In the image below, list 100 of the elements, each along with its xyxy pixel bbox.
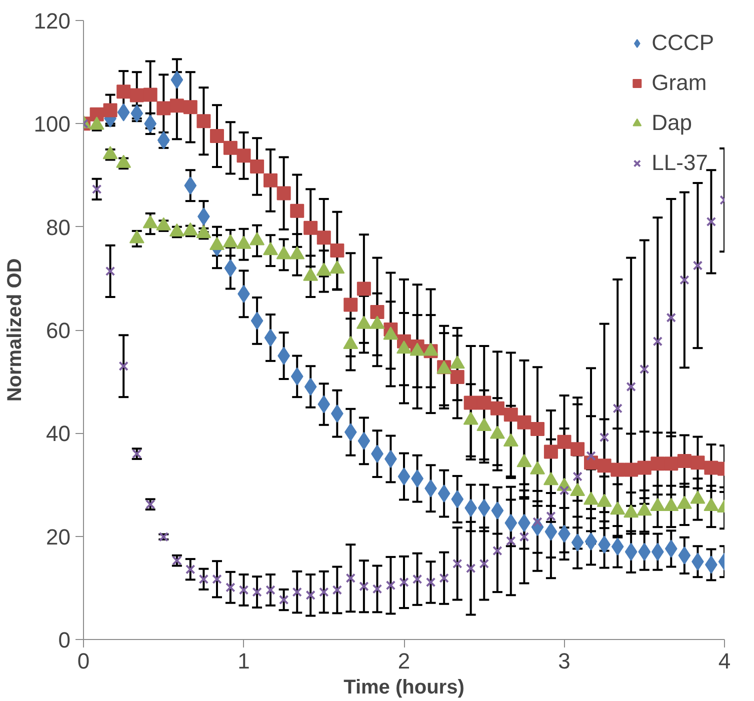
point	[252, 587, 262, 597]
point	[198, 574, 209, 584]
point	[372, 584, 382, 594]
point	[557, 434, 572, 449]
point	[318, 587, 329, 597]
point	[332, 585, 342, 595]
point	[250, 312, 264, 330]
y-tick-label: 20	[46, 524, 71, 550]
point	[103, 103, 118, 118]
y-tick-label: 60	[46, 318, 71, 343]
point	[438, 484, 450, 503]
point	[439, 573, 449, 584]
y-tick-label: 40	[46, 421, 71, 446]
point	[398, 467, 410, 486]
x-tick-label: 4	[718, 648, 731, 674]
point	[597, 458, 612, 473]
point	[304, 220, 318, 235]
point	[571, 534, 584, 552]
x-tick-label: 0	[77, 648, 90, 674]
point	[639, 364, 650, 374]
point	[544, 522, 558, 541]
point	[546, 511, 556, 522]
point	[479, 558, 490, 569]
point	[130, 88, 144, 102]
point	[290, 367, 304, 386]
point	[426, 577, 436, 588]
point	[356, 282, 371, 296]
point	[276, 186, 291, 200]
point	[624, 542, 638, 561]
point	[186, 564, 196, 574]
point	[506, 536, 516, 546]
point	[116, 84, 131, 99]
point	[370, 304, 384, 319]
point	[492, 546, 502, 556]
y-axis-title: Normalized OD	[4, 258, 26, 402]
point	[570, 442, 585, 456]
point	[624, 462, 638, 477]
point	[706, 216, 716, 227]
point	[170, 98, 184, 113]
y-tick-label: 0	[58, 628, 71, 652]
point	[344, 298, 358, 312]
point	[477, 396, 492, 410]
point	[517, 415, 532, 430]
point	[292, 587, 302, 597]
point	[304, 378, 317, 396]
point	[358, 432, 370, 450]
point	[238, 585, 249, 595]
point	[638, 542, 651, 561]
point	[637, 460, 652, 475]
point	[223, 140, 238, 155]
point	[544, 444, 558, 459]
point	[212, 574, 222, 584]
point	[316, 230, 331, 245]
point	[704, 460, 718, 475]
point	[196, 114, 211, 128]
point	[359, 581, 369, 592]
point	[143, 88, 158, 102]
point	[250, 159, 264, 174]
x-axis-title: Time (hours)	[344, 676, 464, 698]
legend-label: LL-37	[652, 150, 708, 176]
point	[677, 454, 692, 468]
point	[264, 173, 278, 188]
point	[452, 558, 462, 569]
y-tick-label: 100	[34, 112, 71, 137]
point	[464, 396, 478, 410]
point	[490, 401, 504, 416]
point	[450, 370, 464, 384]
legend-label: Dap	[652, 110, 692, 136]
point	[612, 404, 622, 414]
point	[690, 456, 705, 470]
x-tick-label: 2	[398, 648, 410, 674]
point	[278, 594, 289, 605]
point	[156, 101, 171, 116]
point	[572, 472, 582, 482]
point	[664, 540, 678, 558]
point	[90, 107, 104, 122]
point	[491, 502, 504, 520]
point	[586, 450, 596, 461]
point	[680, 275, 690, 285]
point	[626, 382, 636, 392]
point	[210, 129, 224, 144]
point	[105, 266, 116, 276]
x-tick-label: 3	[558, 648, 570, 674]
point	[399, 577, 409, 588]
legend-label: Gram	[652, 70, 707, 96]
point	[666, 312, 676, 323]
point	[478, 498, 490, 517]
point	[183, 100, 198, 114]
point	[224, 259, 237, 278]
point	[599, 432, 610, 442]
point	[610, 462, 625, 477]
point	[306, 590, 316, 600]
point	[118, 361, 128, 371]
point	[330, 244, 344, 258]
point	[412, 574, 422, 584]
point	[226, 582, 236, 592]
point	[266, 585, 276, 595]
point	[652, 336, 663, 346]
point	[184, 176, 197, 195]
point	[519, 532, 530, 542]
